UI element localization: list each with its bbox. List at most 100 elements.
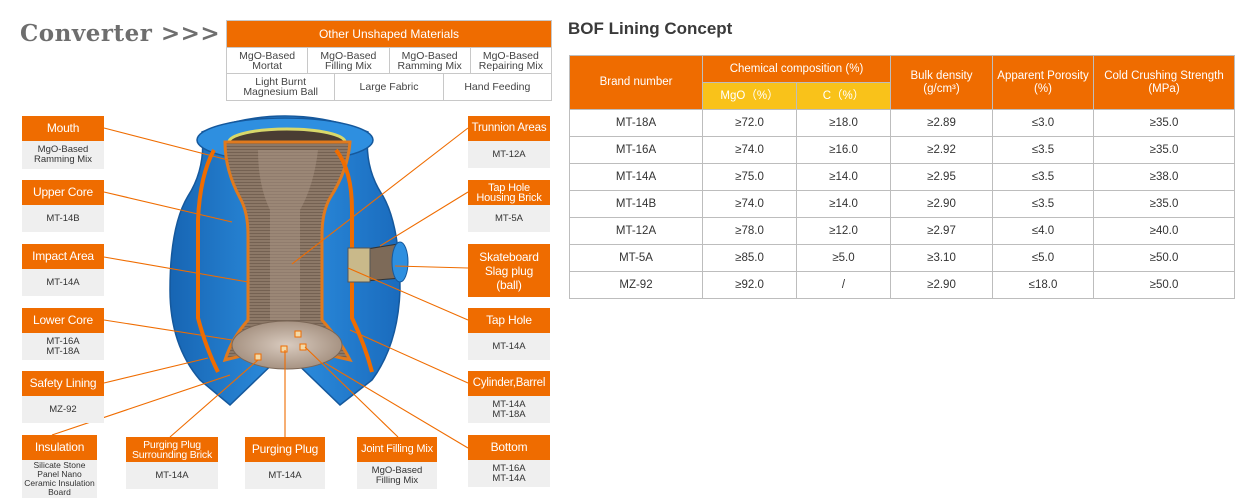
cell-brand: MT-14A — [569, 163, 703, 191]
bottom-floor — [231, 320, 343, 370]
converter-vessel — [169, 115, 409, 407]
other-materials-box: Other Unshaped Materials MgO-Based Morta… — [226, 20, 552, 101]
cell-brand: MT-5A — [569, 244, 703, 272]
cell-porosity: ≤3.5 — [992, 163, 1094, 191]
cell-porosity: ≤5.0 — [992, 244, 1094, 272]
cell-mgo: ≥75.0 — [702, 163, 797, 191]
cell-c: ≥16.0 — [796, 136, 891, 164]
cell-strength: ≥35.0 — [1093, 136, 1235, 164]
cell-c: ≥18.0 — [796, 109, 891, 137]
leader-line — [324, 362, 469, 449]
table-row: MT-18A ≥72.0 ≥18.0 ≥2.89 ≤3.0 ≥35.0 — [569, 109, 1235, 137]
cell-brand: MT-16A — [569, 136, 703, 164]
cell-porosity: ≤3.0 — [992, 109, 1094, 137]
cell-strength: ≥40.0 — [1093, 217, 1235, 245]
cell-density: ≥2.90 — [890, 190, 993, 218]
other-material-cell: MgO-Based Repairing Mix — [469, 48, 551, 73]
label-lower-core: Lower Core MT-16A MT-18A — [22, 308, 104, 360]
other-material-cell: Hand Feeding — [442, 74, 551, 100]
label-value: MT-16A MT-18A — [22, 333, 104, 360]
label-value: MT-14B — [22, 205, 104, 232]
cell-density: ≥2.89 — [890, 109, 993, 137]
cell-brand: MZ-92 — [569, 271, 703, 299]
cell-density: ≥3.10 — [890, 244, 993, 272]
table-row: MT-14B ≥74.0 ≥14.0 ≥2.90 ≤3.5 ≥35.0 — [569, 190, 1235, 218]
purging-plug-icon — [294, 330, 302, 338]
cell-strength: ≥35.0 — [1093, 190, 1235, 218]
label-value: MT-14A — [22, 269, 104, 296]
leader-line — [291, 127, 469, 265]
cell-c: ≥14.0 — [796, 190, 891, 218]
cell-density: ≥2.92 — [890, 136, 993, 164]
cell-mgo: ≥78.0 — [702, 217, 797, 245]
leader-line — [103, 319, 233, 341]
bof-title: BOF Lining Concept — [568, 19, 733, 38]
table-row: MT-12A ≥78.0 ≥12.0 ≥2.97 ≤4.0 ≥40.0 — [569, 217, 1235, 245]
leader-line — [349, 329, 469, 384]
header-strength: Cold Crushing Strength (MPa) — [1093, 55, 1235, 110]
label-cylinder: Cylinder,Barrel MT-14A MT-18A — [468, 371, 550, 423]
leader-line — [103, 357, 209, 384]
label-value: MT-16A MT-14A — [468, 460, 550, 487]
label-title: Trunnion Areas — [468, 116, 550, 141]
cell-mgo: ≥74.0 — [702, 190, 797, 218]
label-insulation: Insulation Silicate Stone Panel Nano Cer… — [22, 435, 97, 498]
leader-line — [103, 127, 229, 161]
other-material-cell: Light Burnt Magnesium Ball — [243, 76, 319, 98]
purging-plug-icon — [254, 353, 262, 361]
cell-brand: MT-12A — [569, 217, 703, 245]
bof-table: Brand number Chemical composition (%) Bu… — [569, 55, 1235, 299]
cell-c: ≥5.0 — [796, 244, 891, 272]
label-title: Mouth — [22, 116, 104, 141]
label-title: Cylinder,Barrel — [468, 371, 550, 396]
label-value: MgO-Based Ramming Mix — [22, 141, 104, 169]
label-title: Purging Plug Surrounding Brick — [126, 437, 218, 462]
leader-line — [379, 191, 469, 247]
cell-c: ≥12.0 — [796, 217, 891, 245]
label-value: MT-5A — [468, 205, 550, 232]
label-value: MZ-92 — [22, 396, 104, 423]
converter-diagram — [51, 115, 469, 449]
purging-plug-icon — [280, 345, 288, 353]
trunnion-ring — [391, 241, 409, 283]
table-row: MT-5A ≥85.0 ≥5.0 ≥3.10 ≤5.0 ≥50.0 — [569, 244, 1235, 272]
leader-line — [103, 191, 233, 223]
header-mgo: MgO（%） — [702, 82, 797, 110]
leader-lines — [51, 127, 469, 449]
cell-mgo: ≥92.0 — [702, 271, 797, 299]
label-bottom: Bottom MT-16A MT-14A — [468, 435, 550, 487]
cell-mgo: ≥85.0 — [702, 244, 797, 272]
header-density: Bulk density (g/cm³) — [890, 55, 993, 110]
header-chem: Chemical composition (%) — [702, 55, 891, 83]
label-purging-plug-brick: Purging Plug Surrounding Brick MT-14A — [126, 437, 218, 489]
cell-strength: ≥38.0 — [1093, 163, 1235, 191]
cell-density: ≥2.95 — [890, 163, 993, 191]
label-safety-lining: Safety Lining MZ-92 — [22, 371, 104, 423]
cell-strength: ≥50.0 — [1093, 244, 1235, 272]
cell-c: ≥14.0 — [796, 163, 891, 191]
label-value: Silicate Stone Panel Nano Ceramic Insula… — [22, 460, 97, 498]
inner-shading — [258, 150, 318, 320]
header-brand: Brand number — [569, 55, 703, 110]
label-title: Tap Hole — [468, 308, 550, 333]
leader-line — [347, 267, 469, 321]
table-row: MZ-92 ≥92.0 / ≥2.90 ≤18.0 ≥50.0 — [569, 271, 1235, 299]
other-material-cell: MgO-Based Mortat — [239, 49, 296, 72]
other-material-cell: MgO-Based Ramming Mix — [388, 48, 470, 73]
leader-line — [103, 256, 249, 283]
cutaway-wall-left — [196, 149, 220, 373]
cell-brand: MT-18A — [569, 109, 703, 137]
page-title: Converter >>> — [20, 20, 221, 47]
label-value: MT-14A — [126, 462, 218, 489]
label-value: MgO-Based Filling Mix — [357, 462, 437, 489]
leader-line — [394, 265, 469, 269]
cell-porosity: ≤18.0 — [992, 271, 1094, 299]
tap-hole-housing — [347, 247, 371, 283]
other-materials-row-2: Light Burnt Magnesium Ball Large Fabric … — [227, 73, 551, 100]
other-material-cell: Large Fabric — [334, 74, 442, 100]
cell-porosity: ≤4.0 — [992, 217, 1094, 245]
leader-line — [304, 346, 399, 438]
label-impact-area: Impact Area MT-14A — [22, 244, 104, 296]
other-material-cell: MgO-Based Filling Mix — [307, 48, 388, 73]
label-purging-plug: Purging Plug MT-14A — [245, 437, 325, 489]
